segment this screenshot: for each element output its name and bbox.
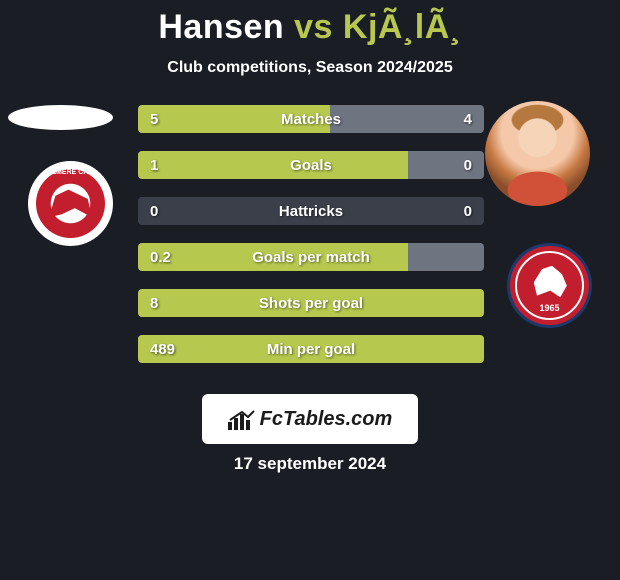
title-player1: Hansen (158, 8, 284, 46)
stat-row: 10Goals (138, 151, 484, 179)
player2-club-badge: 1965 (507, 243, 592, 328)
title-player2: KjÃ¸lÃ¸ (343, 8, 462, 46)
title: Hansen vs KjÃ¸lÃ¸ (0, 8, 620, 47)
stat-label: Shots per goal (138, 289, 484, 317)
stats-area: ALMERE CITY 1965 54Matches 10Goals 00Hattr… (0, 105, 620, 415)
stat-label: Hattricks (138, 197, 484, 225)
player1-club-text: ALMERE CITY (34, 167, 107, 240)
stat-rows: 54Matches 10Goals 00Hattricks 0.2Goals per … (138, 105, 484, 381)
date-text: 17 september 2024 (0, 454, 620, 474)
stat-row: 0.2Goals per match (138, 243, 484, 271)
branding-badge: FcTables.com (202, 394, 418, 444)
stat-label: Min per goal (138, 335, 484, 363)
stat-row: 00Hattricks (138, 197, 484, 225)
stat-label: Goals (138, 151, 484, 179)
chart-icon (228, 408, 256, 430)
stat-row: 489Min per goal (138, 335, 484, 363)
stat-row: 54Matches (138, 105, 484, 133)
branding-text: FcTables.com (260, 408, 393, 431)
player2-club-year: 1965 (510, 303, 589, 313)
stat-label: Matches (138, 105, 484, 133)
player1-avatar (8, 105, 113, 130)
subtitle: Club competitions, Season 2024/2025 (0, 59, 620, 77)
comparison-infographic: Hansen vs KjÃ¸lÃ¸ Club competitions, Sea… (0, 0, 620, 580)
player1-club-badge: ALMERE CITY (28, 161, 113, 246)
stat-label: Goals per match (138, 243, 484, 271)
stat-row: 8Shots per goal (138, 289, 484, 317)
title-vs: vs (294, 8, 333, 46)
player2-avatar (485, 101, 590, 206)
